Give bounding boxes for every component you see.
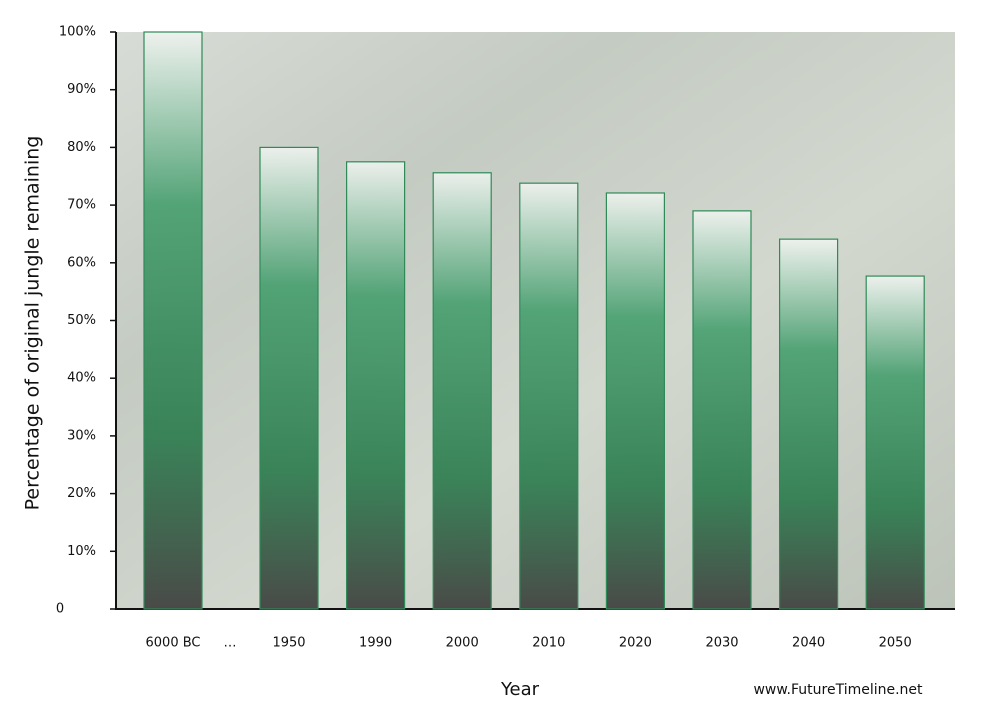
bar bbox=[865, 275, 925, 610]
y-tick-label: 10% bbox=[67, 544, 96, 559]
y-tick-label: 90% bbox=[67, 82, 96, 97]
x-tick-label: 2020 bbox=[619, 636, 652, 651]
y-tick-label: 40% bbox=[67, 371, 96, 386]
y-tick-label: 60% bbox=[67, 255, 96, 270]
bar bbox=[519, 182, 579, 610]
x-tick-label: 1990 bbox=[359, 636, 392, 651]
bar bbox=[692, 210, 752, 610]
y-axis-title: Percentage of original jungle remaining bbox=[22, 136, 44, 511]
source: www.FutureTimeline.net bbox=[753, 682, 923, 698]
y-tick-label: 70% bbox=[67, 198, 96, 213]
y-tick-label: 80% bbox=[67, 140, 96, 155]
x-tick-label: 2030 bbox=[705, 636, 738, 651]
y-tick-label: 0 bbox=[56, 602, 64, 617]
bar bbox=[259, 146, 319, 610]
x-tick-label: 2000 bbox=[446, 636, 479, 651]
y-tick-label: 30% bbox=[67, 428, 96, 443]
bar bbox=[605, 192, 666, 610]
bar bbox=[346, 161, 406, 610]
x-tick-label: 6000 BC bbox=[146, 636, 201, 651]
gap-label: … bbox=[224, 636, 237, 651]
x-tick-label: 2010 bbox=[532, 636, 565, 651]
x-tick-label: 2050 bbox=[879, 636, 912, 651]
bar bbox=[143, 31, 203, 610]
x-tick-label: 1950 bbox=[272, 636, 305, 651]
x-tick-label: 2040 bbox=[792, 636, 825, 651]
y-tick-label: 50% bbox=[67, 313, 96, 328]
x-axis-title: Year bbox=[500, 679, 540, 700]
bar bbox=[778, 238, 839, 610]
y-tick-label: 100% bbox=[59, 25, 96, 40]
y-tick-label: 20% bbox=[67, 486, 96, 501]
bar bbox=[432, 172, 492, 610]
